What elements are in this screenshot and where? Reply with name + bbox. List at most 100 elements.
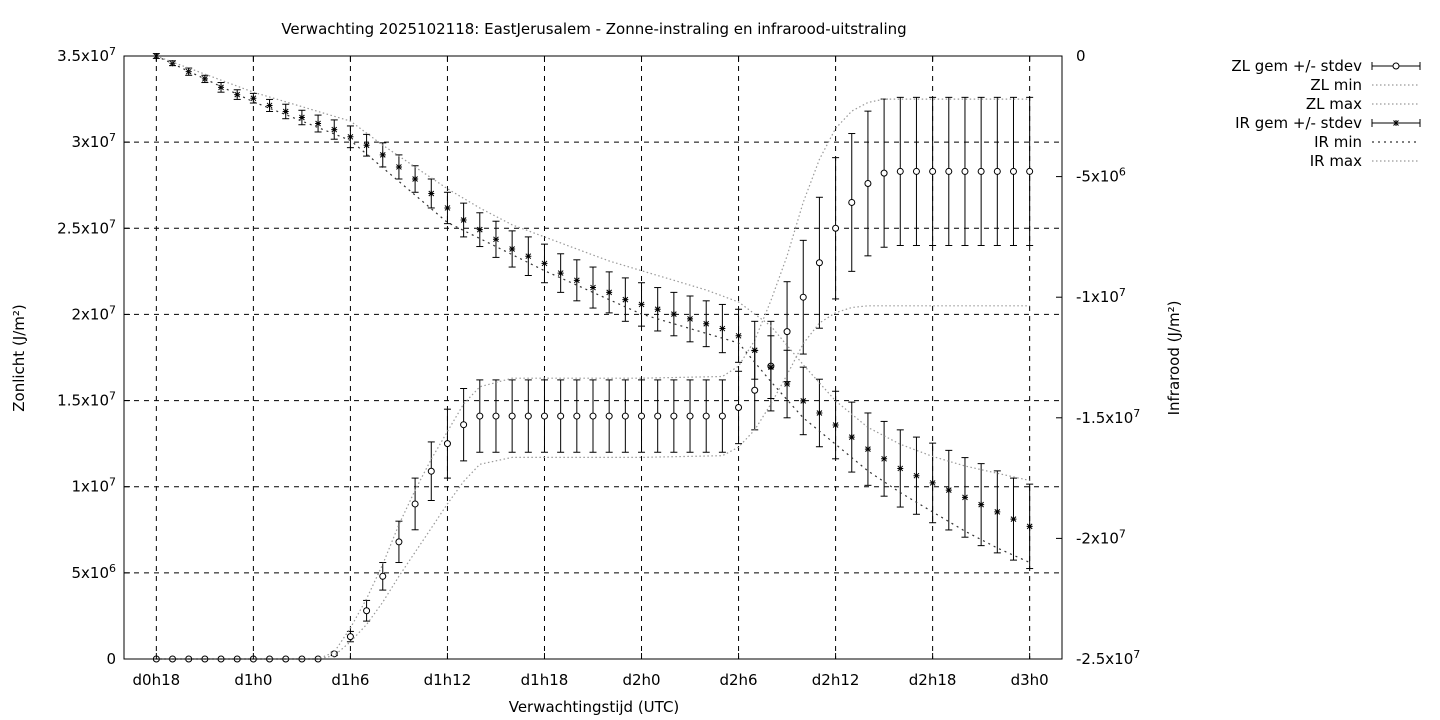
data-point xyxy=(218,84,225,91)
data-point xyxy=(524,412,532,420)
data-point xyxy=(735,332,742,339)
data-point xyxy=(476,226,483,233)
data-point xyxy=(427,467,435,475)
y-tick-label: 2x107 xyxy=(71,303,116,323)
data-point xyxy=(346,633,354,641)
data-point xyxy=(670,412,678,420)
x-tick-label: d2h18 xyxy=(909,671,957,689)
data-point xyxy=(751,347,758,354)
legend-entry: IR max xyxy=(1310,152,1420,170)
data-point xyxy=(169,60,176,67)
data-point xyxy=(557,412,565,420)
data-point xyxy=(315,120,322,127)
legend-label: ZL min xyxy=(1310,76,1362,94)
plot-frame xyxy=(123,55,1063,660)
data-point xyxy=(573,412,581,420)
data-point xyxy=(687,315,694,322)
data-point xyxy=(509,245,516,252)
y-tick-label: 0 xyxy=(106,650,116,668)
data-point xyxy=(832,224,840,232)
series-line xyxy=(156,305,1030,660)
axes: d0h18 d1h0 d1h6 d1h12 d1h18 d2h0 d2h6 d2h12 d2h1… xyxy=(57,45,1140,689)
data-point xyxy=(411,500,419,508)
data-point xyxy=(541,260,548,267)
y-axis-label: Zonlicht (J/m²) xyxy=(10,304,28,412)
legend-marker xyxy=(1392,62,1400,70)
y-tick-label: 3x107 xyxy=(71,131,116,151)
data-point xyxy=(379,151,386,158)
y-tick-label: 1.5x107 xyxy=(57,390,116,410)
data-point xyxy=(589,412,597,420)
data-point xyxy=(1009,167,1017,175)
data-point xyxy=(557,270,564,277)
x-tick-label: d1h18 xyxy=(521,671,569,689)
legend-label: ZL gem +/- stdev xyxy=(1231,57,1362,75)
data-point xyxy=(605,412,613,420)
data-point xyxy=(508,412,516,420)
data-point xyxy=(201,75,208,82)
series-3 xyxy=(152,53,1034,570)
data-point xyxy=(994,508,1001,515)
x-tick-label: d0h18 xyxy=(133,671,181,689)
y2-tick-label: -2x107 xyxy=(1076,527,1126,547)
data-point xyxy=(1010,516,1017,523)
series-1 xyxy=(156,305,1030,660)
data-point xyxy=(266,102,273,109)
legend-label: ZL max xyxy=(1306,95,1362,113)
x-tick-label: d2h6 xyxy=(719,671,757,689)
data-point xyxy=(783,328,791,336)
data-point xyxy=(621,412,629,420)
y2-tick-label: -5x106 xyxy=(1076,166,1126,186)
y2-tick-label: -1x107 xyxy=(1076,286,1126,306)
data-point xyxy=(961,494,968,501)
legend-label: IR min xyxy=(1314,133,1362,151)
data-point xyxy=(379,572,387,580)
legend-marker xyxy=(1393,120,1399,126)
data-point xyxy=(702,412,710,420)
data-point xyxy=(799,293,807,301)
y-tick-label: 3.5x107 xyxy=(57,45,116,65)
data-point xyxy=(234,91,241,98)
data-point xyxy=(880,169,888,177)
data-point xyxy=(784,381,791,388)
data-point xyxy=(540,412,548,420)
data-point xyxy=(864,446,871,453)
data-point xyxy=(767,364,774,371)
data-point xyxy=(913,472,920,479)
series-line xyxy=(156,98,1030,660)
data-point xyxy=(412,176,419,183)
x-tick-label: d2h12 xyxy=(812,671,860,689)
data-point xyxy=(848,434,855,441)
data-point xyxy=(718,412,726,420)
legend-entry: IR gem +/- stdev xyxy=(1235,114,1421,132)
y2-tick-label: -2.5x107 xyxy=(1076,648,1140,668)
x-tick-label: d1h12 xyxy=(424,671,472,689)
data-point xyxy=(525,253,532,260)
legend-entry: IR min xyxy=(1314,133,1420,151)
data-point xyxy=(719,325,726,332)
data-point xyxy=(395,538,403,546)
y-tick-label: 2.5x107 xyxy=(57,217,116,237)
data-point xyxy=(929,167,937,175)
legend-entry: ZL gem +/- stdev xyxy=(1231,57,1421,75)
data-point xyxy=(961,167,969,175)
data-point xyxy=(686,412,694,420)
y2-tick-label: 0 xyxy=(1076,47,1086,65)
data-point xyxy=(428,190,435,197)
data-point xyxy=(638,412,646,420)
data-point xyxy=(816,409,823,416)
data-point xyxy=(443,440,451,448)
data-point xyxy=(492,236,499,243)
data-point xyxy=(1026,523,1033,530)
legend-entry: ZL max xyxy=(1306,95,1420,113)
series-layer xyxy=(152,53,1034,663)
data-point xyxy=(896,167,904,175)
data-point xyxy=(800,397,807,404)
data-point xyxy=(832,422,839,429)
x-axis-label: Verwachtingstijd (UTC) xyxy=(509,698,680,716)
series-0 xyxy=(152,96,1034,663)
data-point xyxy=(848,198,856,206)
data-point xyxy=(881,455,888,462)
